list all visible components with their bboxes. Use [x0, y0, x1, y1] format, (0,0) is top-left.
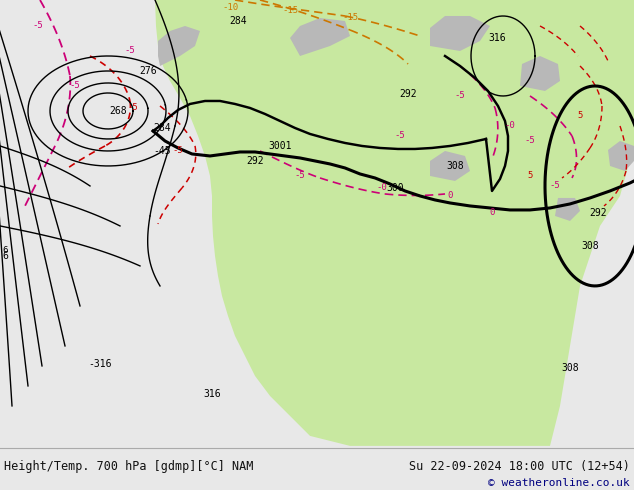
Text: -5: -5 [524, 137, 535, 146]
Text: 5: 5 [527, 172, 533, 180]
Text: -45: -45 [153, 146, 171, 156]
Text: 308: 308 [446, 161, 464, 171]
Text: -5: -5 [394, 131, 405, 141]
Text: 6: 6 [3, 246, 8, 255]
Polygon shape [290, 18, 350, 56]
Text: 284: 284 [229, 16, 247, 26]
Polygon shape [158, 26, 200, 66]
Text: -5: -5 [550, 181, 560, 191]
Text: 6: 6 [2, 251, 8, 261]
Text: 268: 268 [109, 106, 127, 116]
Text: -15: -15 [342, 14, 358, 23]
Text: -0: -0 [505, 122, 515, 130]
Text: Su 22-09-2024 18:00 UTC (12+54): Su 22-09-2024 18:00 UTC (12+54) [409, 460, 630, 473]
Text: 316: 316 [488, 33, 506, 43]
Text: 308: 308 [581, 241, 598, 251]
Text: -5: -5 [125, 47, 136, 55]
Text: -5: -5 [127, 103, 138, 113]
Polygon shape [520, 56, 560, 91]
Polygon shape [430, 151, 470, 181]
Text: 284: 284 [153, 123, 171, 133]
Text: 300: 300 [386, 183, 404, 193]
Text: -5: -5 [172, 147, 183, 155]
Text: Height/Temp. 700 hPa [gdmp][°C] NAM: Height/Temp. 700 hPa [gdmp][°C] NAM [4, 460, 254, 473]
Text: -5: -5 [32, 22, 43, 30]
Text: -316: -316 [88, 359, 112, 369]
Text: 0: 0 [448, 192, 453, 200]
Text: -15: -15 [282, 6, 298, 16]
Text: 0: 0 [489, 208, 495, 218]
Polygon shape [555, 198, 580, 221]
Text: -5: -5 [70, 81, 81, 91]
Text: -5: -5 [295, 172, 306, 180]
Text: 292: 292 [589, 208, 607, 218]
Text: 292: 292 [246, 156, 264, 166]
Text: 276: 276 [139, 66, 157, 76]
Polygon shape [608, 141, 634, 171]
Text: 316: 316 [203, 389, 221, 399]
Text: -0: -0 [377, 183, 387, 193]
Text: -10: -10 [222, 3, 238, 13]
Polygon shape [430, 16, 490, 51]
Text: © weatheronline.co.uk: © weatheronline.co.uk [488, 478, 630, 488]
Text: 3001: 3001 [268, 141, 292, 151]
Text: -5: -5 [455, 92, 465, 100]
Text: 292: 292 [399, 89, 417, 99]
Text: 308: 308 [561, 363, 579, 373]
Text: 5: 5 [578, 111, 583, 121]
Polygon shape [155, 0, 634, 446]
